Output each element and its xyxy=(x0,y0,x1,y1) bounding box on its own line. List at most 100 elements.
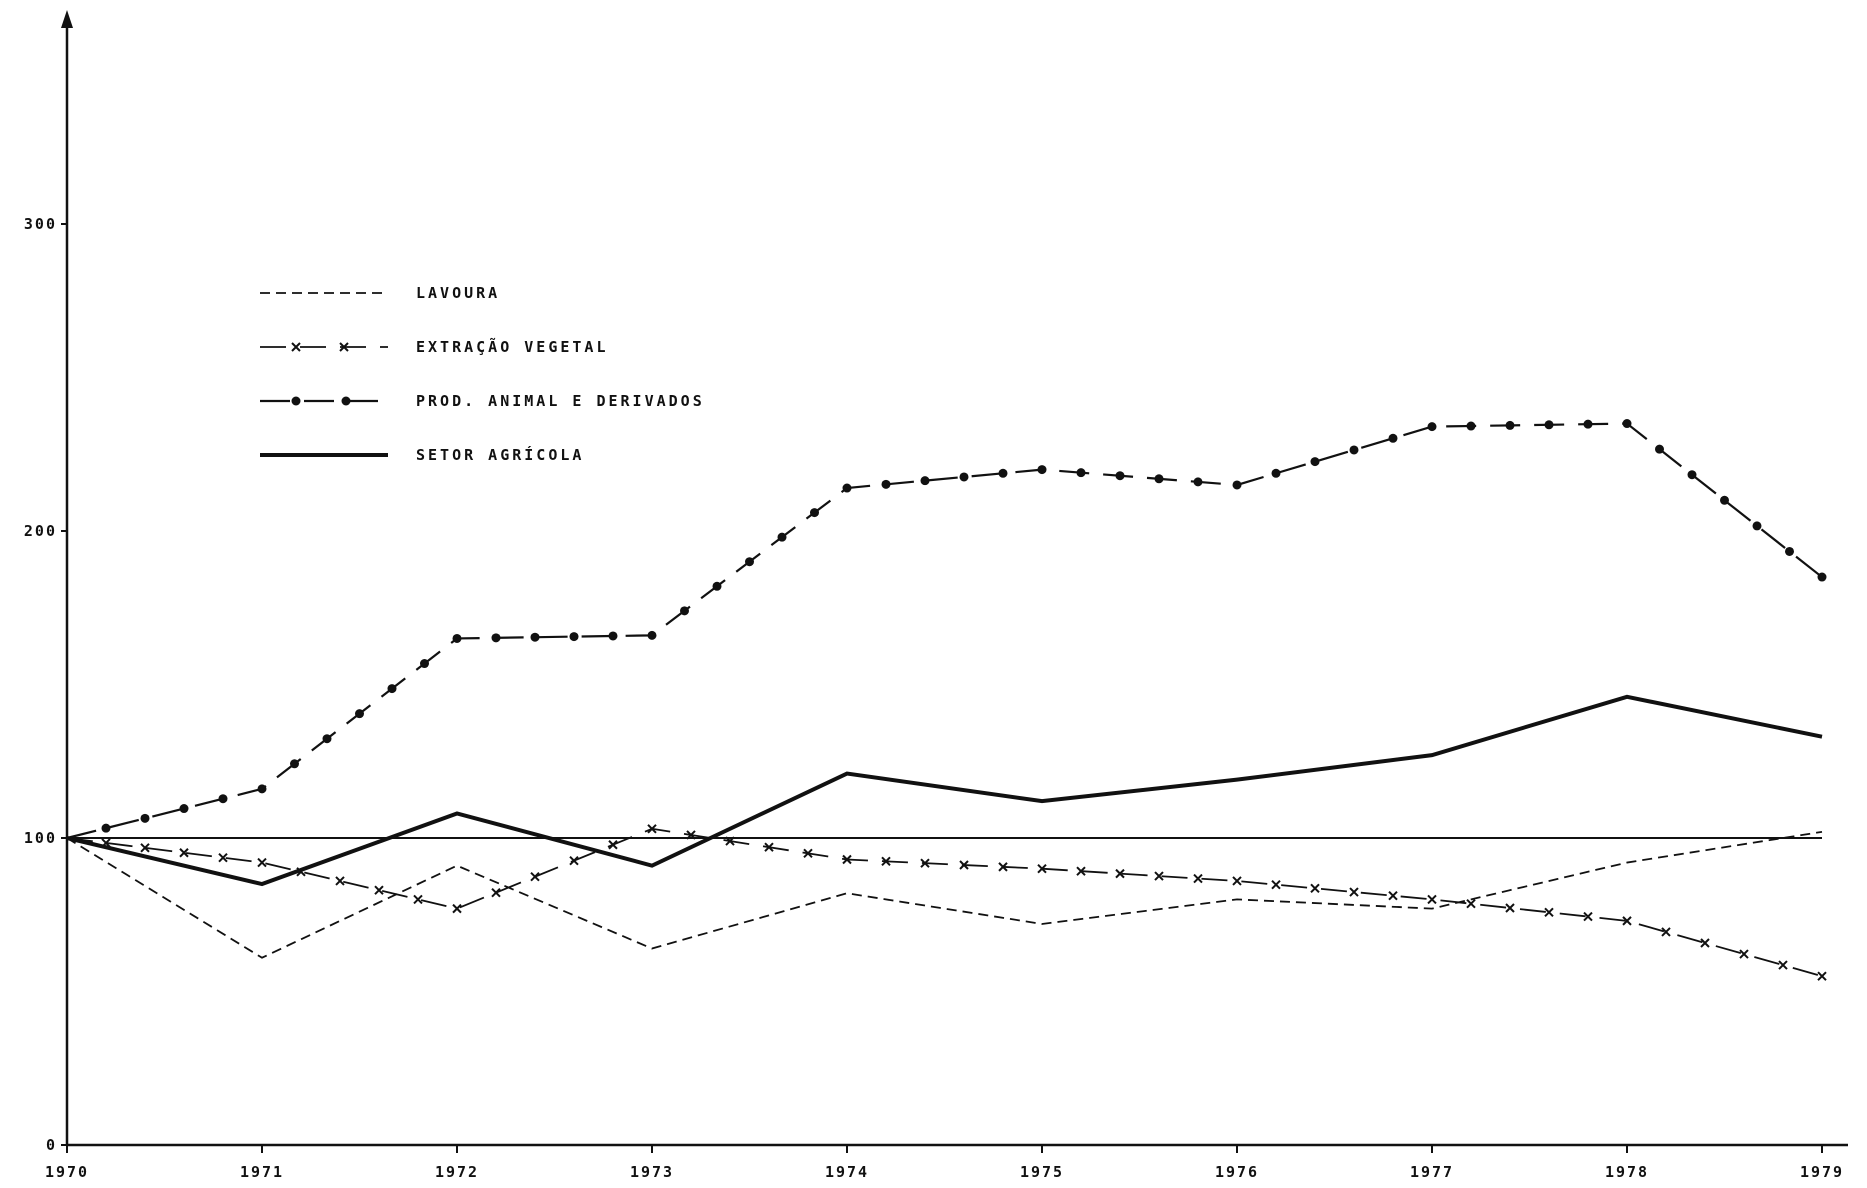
dot-marker xyxy=(680,606,689,616)
x-tick-label: 1974 xyxy=(825,1163,869,1181)
dot-marker xyxy=(608,631,618,641)
legend-label: PROD. ANIMAL E DERIVADOS xyxy=(416,392,705,410)
dot-marker xyxy=(1388,433,1398,443)
x-marker xyxy=(569,856,579,866)
x-marker xyxy=(647,824,657,834)
x-marker xyxy=(1193,873,1203,884)
x-marker xyxy=(374,885,384,895)
x-tick-label: 1979 xyxy=(1800,1163,1844,1181)
legend-item: EXTRAÇÃO VEGETAL xyxy=(260,337,609,356)
x-marker xyxy=(1583,911,1593,922)
x-marker xyxy=(1115,868,1125,879)
dot-marker xyxy=(291,396,301,406)
dot-marker xyxy=(1687,470,1697,480)
dot-marker xyxy=(1583,419,1593,429)
dot-marker xyxy=(218,794,228,804)
y-tick-label: 100 xyxy=(24,829,57,847)
x-marker xyxy=(452,903,462,914)
x-marker xyxy=(803,848,813,859)
series-0 xyxy=(66,830,1823,959)
dot-marker xyxy=(322,734,332,744)
dot-marker xyxy=(1310,457,1320,467)
dot-marker xyxy=(387,684,397,694)
x-tick-label: 1975 xyxy=(1020,1163,1064,1181)
x-marker xyxy=(1505,903,1515,913)
dot-marker xyxy=(1466,421,1476,431)
x-marker xyxy=(530,871,540,882)
series-line xyxy=(66,694,1823,887)
series-3 xyxy=(66,694,1823,887)
y-ticks: 0 100 200 300 xyxy=(24,215,67,1154)
x-marker xyxy=(1739,949,1749,959)
x-marker xyxy=(140,843,150,853)
y-tick-label: 300 xyxy=(24,215,57,233)
x-marker xyxy=(920,858,930,868)
dot-marker xyxy=(1752,521,1762,531)
legend-item: PROD. ANIMAL E DERIVADOS xyxy=(260,392,705,410)
legend: LAVOURA EXTRAÇÃO VEGETAL PROD. ANIMAL E DE… xyxy=(260,284,705,464)
y-tick-label: 200 xyxy=(24,522,57,540)
dot-marker xyxy=(810,508,819,518)
x-marker xyxy=(335,876,345,886)
x-tick-label: 1976 xyxy=(1215,1163,1259,1181)
axes xyxy=(61,10,1848,1147)
dot-marker xyxy=(1076,468,1086,478)
y-axis-arrow xyxy=(61,10,73,28)
x-marker xyxy=(257,857,267,868)
legend-item: LAVOURA xyxy=(260,284,500,302)
x-marker xyxy=(998,862,1008,872)
dot-marker xyxy=(777,532,787,542)
legend-label: EXTRAÇÃO VEGETAL xyxy=(416,337,609,356)
x-tick-label: 1978 xyxy=(1605,1163,1649,1181)
series-line xyxy=(66,422,1823,840)
series-line xyxy=(66,830,1823,959)
series-2 xyxy=(66,419,1827,840)
x-marker xyxy=(339,342,349,352)
dot-marker xyxy=(341,396,351,406)
dot-marker xyxy=(530,632,540,642)
dot-marker xyxy=(257,784,267,794)
dot-marker xyxy=(569,632,579,642)
legend-item: SETOR AGRÍCOLA xyxy=(260,445,584,464)
dot-marker xyxy=(1349,445,1359,455)
x-marker xyxy=(1700,938,1710,948)
x-marker xyxy=(608,840,618,850)
x-marker xyxy=(413,894,423,905)
dot-marker xyxy=(842,483,852,493)
dot-marker xyxy=(1720,495,1729,505)
dot-marker xyxy=(140,813,150,823)
x-marker xyxy=(491,887,501,898)
dot-marker xyxy=(881,479,891,489)
x-marker xyxy=(725,836,735,846)
x-marker xyxy=(881,856,891,867)
x-marker xyxy=(1232,876,1242,886)
x-marker xyxy=(1076,866,1086,876)
x-marker xyxy=(1349,887,1359,897)
x-marker xyxy=(1154,871,1164,881)
dot-marker xyxy=(355,709,364,719)
x-marker xyxy=(764,842,774,852)
dot-marker xyxy=(1544,420,1554,430)
dot-marker xyxy=(1115,471,1125,481)
dot-marker xyxy=(1622,419,1632,429)
dot-marker xyxy=(998,468,1008,478)
series-line xyxy=(66,827,1823,978)
dot-marker xyxy=(290,759,299,769)
dot-marker xyxy=(1193,477,1203,487)
dot-marker xyxy=(1037,465,1047,475)
x-tick-label: 1972 xyxy=(435,1163,479,1181)
dot-marker xyxy=(1232,480,1242,490)
legend-label: LAVOURA xyxy=(416,284,500,302)
x-marker xyxy=(959,860,969,870)
dot-marker xyxy=(1817,572,1827,582)
x-tick-label: 1971 xyxy=(240,1163,284,1181)
legend-label: SETOR AGRÍCOLA xyxy=(416,445,584,464)
dot-marker xyxy=(647,630,657,640)
series-layer xyxy=(66,419,1827,981)
dot-marker xyxy=(420,659,429,669)
x-marker xyxy=(1817,971,1827,981)
x-marker xyxy=(1271,879,1281,890)
x-marker xyxy=(1778,960,1788,970)
x-marker xyxy=(842,854,852,865)
